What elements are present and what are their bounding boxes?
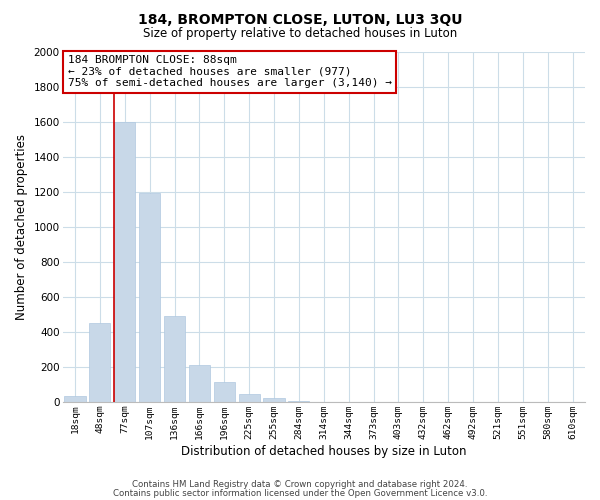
- Y-axis label: Number of detached properties: Number of detached properties: [15, 134, 28, 320]
- Text: Contains public sector information licensed under the Open Government Licence v3: Contains public sector information licen…: [113, 489, 487, 498]
- Text: Size of property relative to detached houses in Luton: Size of property relative to detached ho…: [143, 28, 457, 40]
- Bar: [89, 323, 110, 402]
- Bar: [114, 122, 136, 402]
- Text: 184 BROMPTON CLOSE: 88sqm
← 23% of detached houses are smaller (977)
75% of semi: 184 BROMPTON CLOSE: 88sqm ← 23% of detac…: [68, 55, 392, 88]
- Bar: [64, 396, 86, 402]
- Bar: [189, 365, 210, 402]
- Bar: [289, 401, 310, 402]
- Bar: [164, 316, 185, 402]
- Text: Contains HM Land Registry data © Crown copyright and database right 2024.: Contains HM Land Registry data © Crown c…: [132, 480, 468, 489]
- Bar: [239, 394, 260, 402]
- Text: 184, BROMPTON CLOSE, LUTON, LU3 3QU: 184, BROMPTON CLOSE, LUTON, LU3 3QU: [138, 12, 462, 26]
- Bar: [263, 398, 284, 402]
- Bar: [139, 194, 160, 402]
- Bar: [214, 382, 235, 402]
- X-axis label: Distribution of detached houses by size in Luton: Distribution of detached houses by size …: [181, 444, 467, 458]
